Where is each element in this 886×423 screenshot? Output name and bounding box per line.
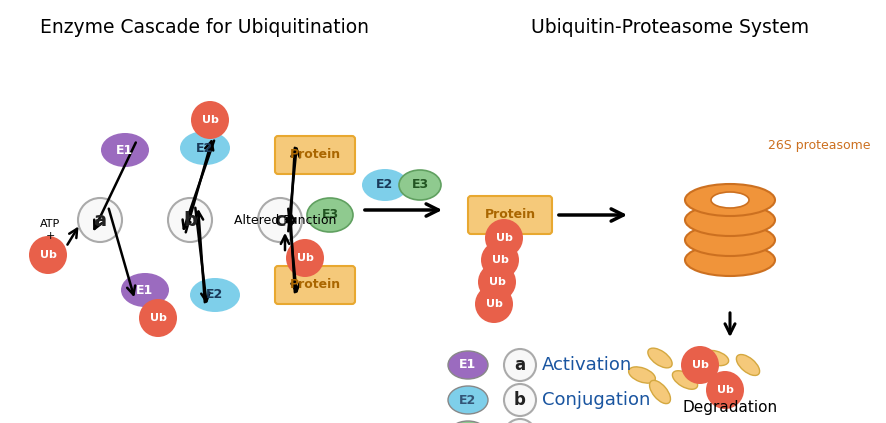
Circle shape [681, 346, 719, 384]
FancyBboxPatch shape [275, 136, 355, 174]
Ellipse shape [448, 421, 488, 423]
Text: Conjugation: Conjugation [542, 391, 650, 409]
Text: a: a [93, 211, 106, 230]
Circle shape [485, 219, 523, 257]
Circle shape [504, 419, 536, 423]
Text: 26S proteasome: 26S proteasome [768, 138, 871, 151]
Text: Ub: Ub [486, 299, 502, 309]
Text: Ub: Ub [492, 255, 509, 265]
Text: Ub: Ub [692, 360, 709, 370]
Circle shape [168, 198, 212, 242]
Ellipse shape [685, 244, 775, 276]
Ellipse shape [685, 184, 775, 216]
Text: Ub: Ub [488, 277, 505, 287]
Circle shape [258, 198, 302, 242]
Ellipse shape [711, 192, 749, 208]
Circle shape [286, 239, 324, 277]
Text: Enzyme Cascade for Ubiquitination: Enzyme Cascade for Ubiquitination [41, 18, 369, 37]
Circle shape [481, 241, 519, 279]
Ellipse shape [307, 198, 353, 232]
Ellipse shape [629, 367, 656, 383]
Text: Ub: Ub [150, 313, 167, 323]
Circle shape [478, 263, 516, 301]
Text: E1: E1 [459, 359, 477, 371]
Text: E2: E2 [377, 179, 393, 192]
Circle shape [504, 349, 536, 381]
Circle shape [78, 198, 122, 242]
Ellipse shape [672, 371, 697, 389]
FancyBboxPatch shape [275, 266, 355, 304]
Text: E1: E1 [136, 283, 153, 297]
Circle shape [139, 299, 177, 337]
Text: E2: E2 [197, 142, 214, 154]
FancyBboxPatch shape [468, 196, 552, 234]
Text: Ub: Ub [40, 250, 57, 260]
Text: Degradation: Degradation [682, 400, 778, 415]
Text: Ub: Ub [717, 385, 734, 395]
Circle shape [706, 371, 744, 409]
Text: E3: E3 [322, 209, 338, 222]
Ellipse shape [649, 380, 671, 404]
Text: b: b [514, 391, 526, 409]
Ellipse shape [362, 169, 408, 201]
Ellipse shape [399, 170, 441, 200]
Ellipse shape [685, 204, 775, 236]
Ellipse shape [448, 386, 488, 414]
Text: ATP
+: ATP + [40, 219, 60, 241]
Ellipse shape [121, 273, 169, 307]
Text: Protein: Protein [290, 148, 340, 162]
Ellipse shape [702, 350, 728, 365]
Text: E2: E2 [206, 288, 223, 302]
Ellipse shape [101, 133, 149, 167]
Text: E2: E2 [459, 393, 477, 407]
Text: Ub: Ub [297, 253, 314, 263]
Text: a: a [515, 356, 525, 374]
Text: Ub: Ub [201, 115, 219, 125]
Ellipse shape [648, 348, 672, 368]
Text: Ub: Ub [495, 233, 512, 243]
Ellipse shape [685, 224, 775, 256]
Circle shape [504, 384, 536, 416]
Ellipse shape [190, 278, 240, 312]
Text: Protein: Protein [485, 209, 535, 222]
Text: E1: E1 [116, 143, 134, 157]
Ellipse shape [180, 131, 230, 165]
Ellipse shape [736, 354, 759, 376]
Text: Protein: Protein [290, 278, 340, 291]
Text: b: b [183, 211, 197, 230]
Circle shape [475, 285, 513, 323]
Ellipse shape [448, 351, 488, 379]
Text: Altered Function: Altered Function [234, 214, 336, 226]
Text: E3: E3 [411, 179, 429, 192]
Text: Ubiquitin-Proteasome System: Ubiquitin-Proteasome System [531, 18, 809, 37]
Text: c: c [274, 211, 286, 230]
Text: Activation: Activation [542, 356, 633, 374]
Circle shape [29, 236, 67, 274]
Circle shape [191, 101, 229, 139]
